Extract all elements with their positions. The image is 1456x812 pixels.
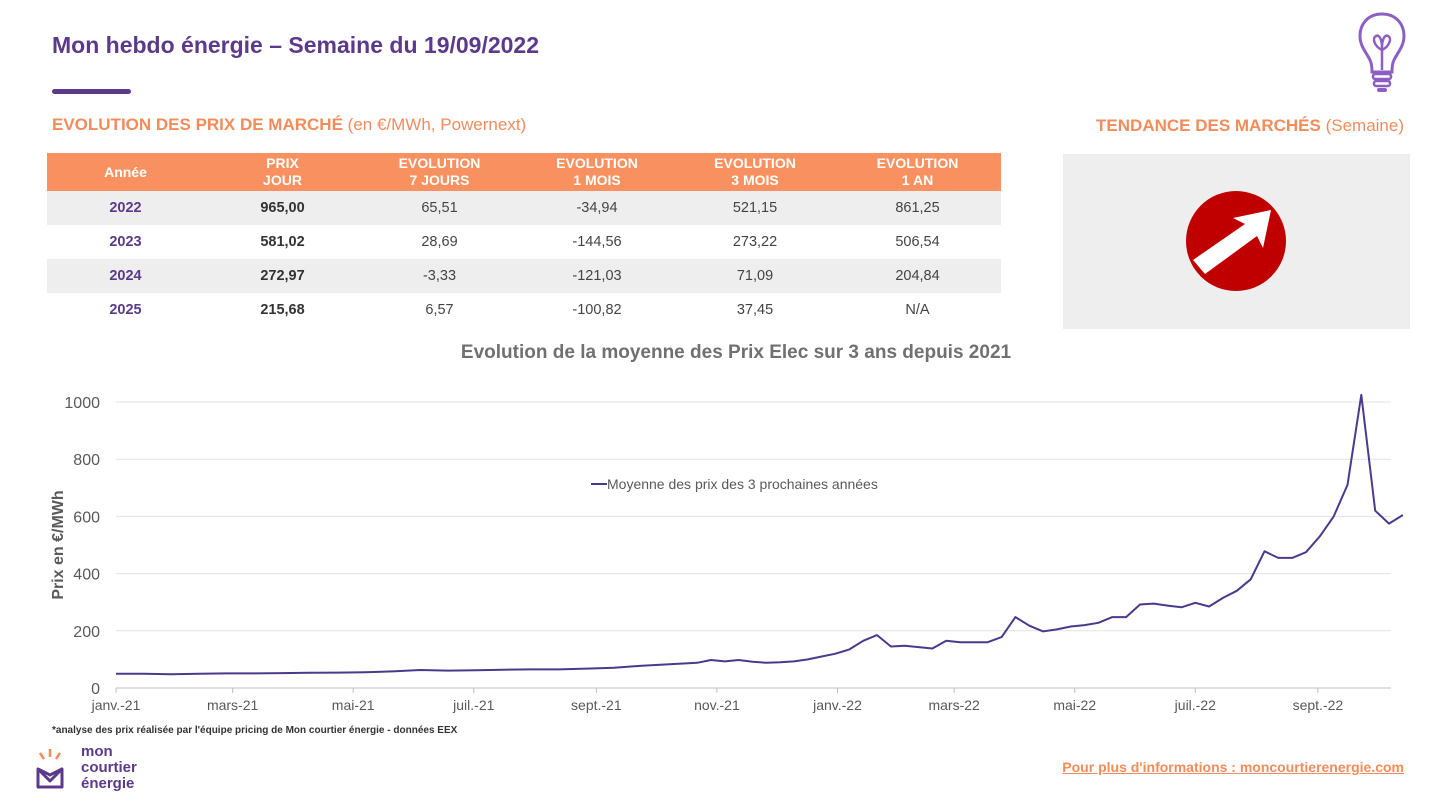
evolution-3m-cell: 37,45 (736, 302, 774, 318)
column-header: PRIX JOUR (204, 153, 361, 191)
page-title: Mon hebdo énergie – Semaine du 19/09/202… (52, 32, 540, 58)
evolution-7d-cell: 65,51 (361, 191, 518, 225)
evolution-3m-cell: 521,15 (676, 191, 834, 225)
y-tick-label: 400 (73, 567, 100, 584)
table-row: 2022 965,00 65,51 -34,94 521,15 861,25 (47, 191, 1001, 225)
evolution-3m-cell: 273,22 (732, 234, 778, 250)
chart-title: Evolution de la moyenne des Prix Elec su… (460, 342, 1012, 363)
column-header: EVOLUTION 3 MOIS (676, 153, 834, 191)
evolution-1y-cell: N/A (905, 302, 930, 318)
column-header: Année (47, 153, 204, 191)
x-tick-label: mai-22 (1053, 697, 1096, 713)
column-header: EVOLUTION 1 MOIS (518, 153, 676, 191)
price-cell: 581,02 (260, 234, 305, 250)
y-tick-label: 0 (91, 681, 100, 698)
y-tick-label: 800 (73, 452, 100, 469)
price-cell: 965,00 (204, 191, 361, 225)
evolution-1y-cell: 861,25 (834, 191, 1001, 225)
table-row: 2024 272,97 -3,33 -121,03 71,09 204,84 (47, 259, 1001, 293)
x-tick-label: janv.-21 (91, 697, 141, 713)
column-header: EVOLUTION 7 JOURS (361, 153, 518, 191)
y-axis-label: Prix en €/MWh (50, 490, 67, 599)
y-tick-label: 200 (73, 624, 100, 641)
evolution-7d-cell: 28,69 (421, 234, 458, 250)
x-tick-label: mai-21 (332, 697, 375, 713)
brand-line: énergie (81, 775, 135, 792)
footnote: *analyse des prix réalisée par l'équipe … (52, 725, 458, 736)
market-prices-heading: EVOLUTION DES PRIX DE MARCHÉ (en €/MWh, … (52, 115, 526, 135)
year-cell: 2023 (109, 234, 142, 250)
brand-wordmark: mon courtier énergie (81, 744, 137, 792)
trend-title: TENDANCE DES MARCHÉS (1096, 116, 1321, 135)
x-tick-label: janv.-22 (812, 697, 862, 713)
title-underline (52, 89, 131, 94)
series-line (116, 393, 1404, 676)
table-header-row: Année PRIX JOUR EVOLUTION 7 JOURS EVOLUTIO… (47, 153, 1001, 191)
x-tick-label: sept.-22 (1293, 697, 1344, 713)
market-prices-subtitle: (en €/MWh, Powernext) (347, 115, 527, 134)
evolution-1m-cell: -100,82 (572, 302, 622, 318)
more-info-link[interactable]: Pour plus d'informations : moncourtieren… (1062, 759, 1404, 775)
table-row: 2025 215,68 6,57 -100,82 37,45 N/A (47, 293, 1001, 327)
evolution-7d-cell: 6,57 (425, 302, 454, 318)
evolution-1m-cell: -121,03 (518, 259, 676, 293)
x-tick-label: juil.-21 (452, 697, 494, 713)
year-cell: 2025 (109, 302, 142, 318)
price-cell: 272,97 (204, 259, 361, 293)
price-cell: 215,68 (260, 302, 305, 318)
market-prices-title: EVOLUTION DES PRIX DE MARCHÉ (52, 115, 343, 134)
evolution-1m-cell: -34,94 (518, 191, 676, 225)
market-prices-table: Année PRIX JOUR EVOLUTION 7 JOURS EVOLUTIO… (47, 153, 1001, 327)
table-row: 2023 581,02 28,69 -144,56 273,22 506,54 (47, 225, 1001, 259)
price-line-chart: 0 200 400 600 800 1000 janv.-21 mars-21 mai-21 ju… (50, 393, 1404, 713)
y-tick-label: 600 (73, 509, 100, 526)
brand-line: courtier (81, 759, 137, 776)
evolution-1y-cell: 506,54 (895, 234, 940, 250)
x-tick-label: juil.-22 (1174, 697, 1216, 713)
evolution-1y-cell: 204,84 (834, 259, 1001, 293)
evolution-3m-cell: 71,09 (676, 259, 834, 293)
year-cell: 2022 (47, 191, 204, 225)
evolution-7d-cell: -3,33 (361, 259, 518, 293)
column-header: EVOLUTION 1 AN (834, 153, 1001, 191)
brand-logo-icon (36, 749, 64, 789)
evolution-1m-cell: -144,56 (572, 234, 622, 250)
brand-line: mon (81, 743, 113, 760)
x-tick-label: nov.-21 (694, 697, 740, 713)
y-tick-label: 1000 (64, 395, 100, 412)
trend-subtitle: (Semaine) (1325, 116, 1404, 135)
year-cell: 2024 (47, 259, 204, 293)
trend-up-arrow-icon (1186, 191, 1286, 291)
x-tick-label: sept.-21 (571, 697, 622, 713)
lightbulb-icon (1358, 12, 1406, 92)
legend-label: Moyenne des prix des 3 prochaines années (607, 476, 878, 492)
trend-heading: TENDANCE DES MARCHÉS (Semaine) (1096, 116, 1404, 136)
x-tick-label: mars-21 (207, 697, 259, 713)
x-tick-label: mars-22 (928, 697, 980, 713)
